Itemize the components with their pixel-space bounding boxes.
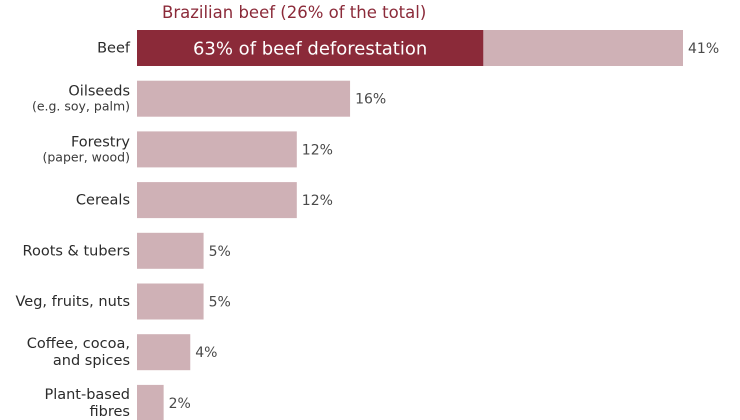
bar (137, 131, 297, 168)
category-label-line: and spices (53, 353, 130, 369)
category-label: Forestry (71, 134, 130, 150)
value-label: 12% (302, 142, 333, 158)
value-label: 5% (209, 244, 231, 260)
category-label: Oilseeds (68, 84, 130, 100)
bar (137, 232, 204, 269)
category-sublabel: (paper, wood) (42, 149, 130, 164)
category-label: Roots & tubers (23, 243, 130, 259)
value-label: 4% (195, 345, 217, 361)
category-label: Beef (97, 41, 131, 57)
bar (137, 80, 351, 117)
bar (137, 384, 164, 420)
bar (137, 283, 204, 320)
category-label-line: fibres (90, 404, 130, 420)
bar (137, 334, 191, 371)
highlight-annotation: Brazilian beef (26% of the total) (162, 3, 426, 22)
value-label: 12% (302, 193, 333, 209)
category-label: Coffee, cocoa, (27, 336, 130, 352)
value-label: 5% (209, 295, 231, 311)
value-label: 2% (169, 396, 191, 412)
value-label: 16% (355, 92, 386, 108)
bar (137, 182, 297, 219)
category-label: Veg, fruits, nuts (16, 294, 131, 310)
category-label: Plant-based (44, 387, 130, 403)
category-sublabel: (e.g. soy, palm) (32, 99, 130, 114)
value-label: 41% (688, 41, 719, 57)
highlight-bar-segment (137, 30, 484, 66)
bar-rows: 63% of beef deforestation 41% Beef 16% Oilse… (16, 30, 719, 420)
category-label: Cereals (76, 193, 130, 209)
highlight-label: 63% of beef deforestation (193, 39, 427, 60)
